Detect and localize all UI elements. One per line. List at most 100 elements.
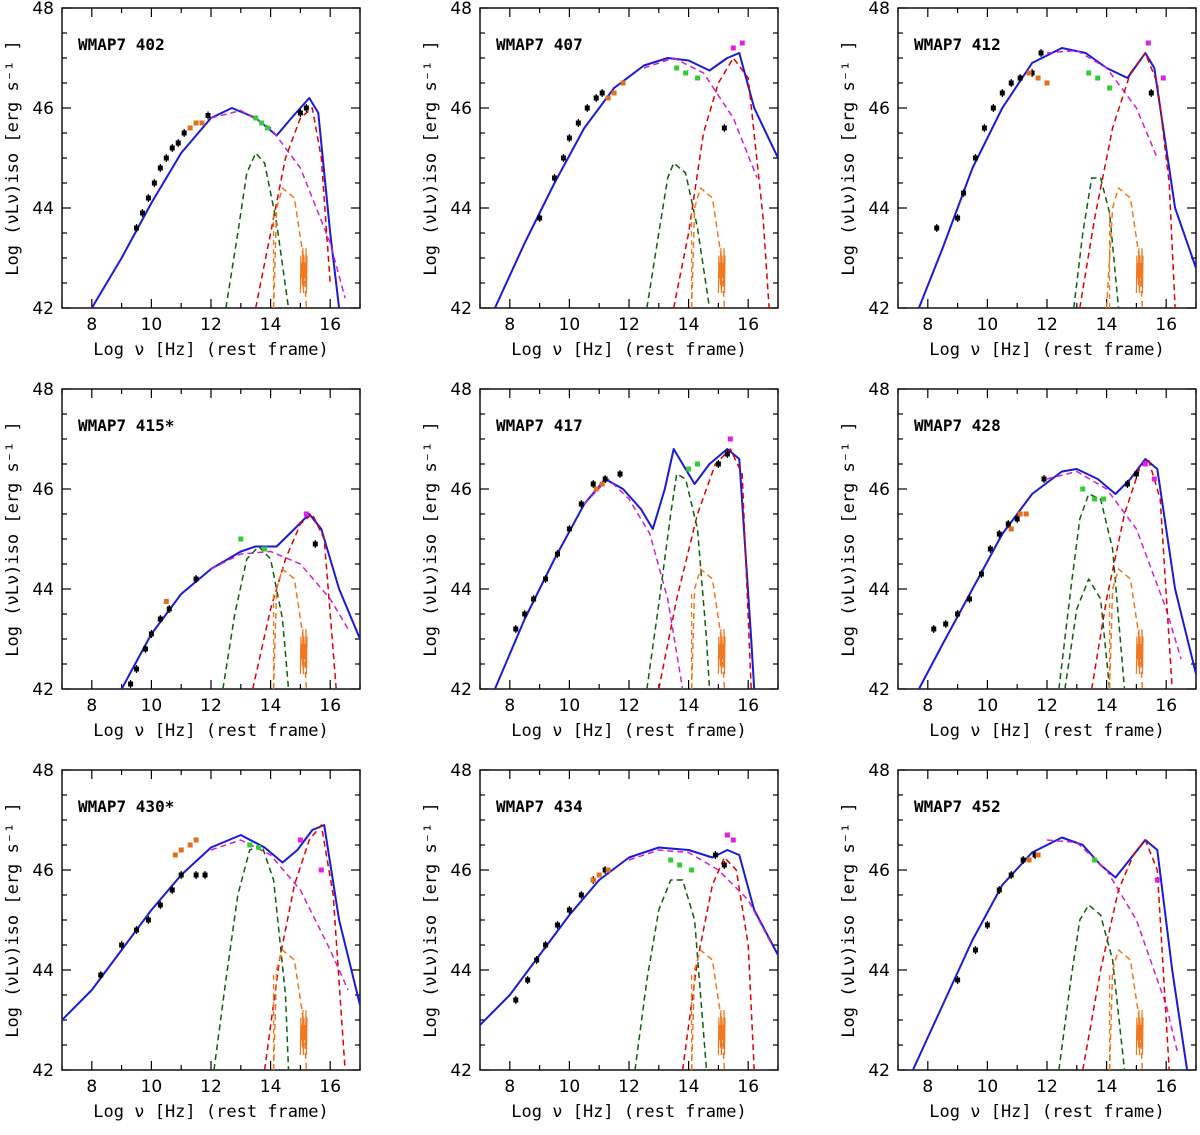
y-tick-label: 42 xyxy=(32,1061,54,1081)
torus-curve xyxy=(1058,493,1126,689)
ir-point xyxy=(683,70,689,76)
panel-title: WMAP7 434 xyxy=(496,797,583,816)
x-tick-label: 16 xyxy=(737,315,759,335)
y-tick-label: 48 xyxy=(32,761,54,781)
synchrotron-curve xyxy=(1046,839,1179,1056)
x-axis-label: Log ν [Hz] (rest frame) xyxy=(93,1102,328,1122)
y-tick-label: 46 xyxy=(450,861,472,881)
data-point xyxy=(990,105,996,111)
data-point xyxy=(531,596,537,602)
optical-point xyxy=(593,486,599,492)
accretion-disk-curve xyxy=(1108,949,1144,1070)
synchrotron-curve xyxy=(583,478,684,689)
panel-title: WMAP7 428 xyxy=(914,416,1001,435)
data-point xyxy=(721,862,727,868)
ir-point xyxy=(247,842,253,848)
data-point xyxy=(205,113,211,118)
data-point xyxy=(163,155,169,161)
accretion-disk-curve xyxy=(1108,568,1144,689)
x-tick-label: 12 xyxy=(1036,315,1058,335)
data-point xyxy=(578,892,584,898)
data-point xyxy=(981,125,987,131)
total-model-curve xyxy=(917,47,1196,308)
x-tick-label: 10 xyxy=(977,315,999,335)
x-tick-label: 14 xyxy=(678,315,700,335)
optical-point xyxy=(187,842,193,848)
ir-point xyxy=(1092,496,1098,502)
sed-panel-4: 8 10 12 14 16 42 44 46 48 Log ν [Hz] (rest frame)… xyxy=(3,380,361,741)
x-tick-label: 16 xyxy=(737,696,759,716)
uv-point xyxy=(318,867,324,873)
x-tick-label: 12 xyxy=(618,1077,640,1097)
ir-point xyxy=(1092,857,1098,863)
x-tick-label: 16 xyxy=(319,696,341,716)
torus-curve xyxy=(646,473,711,689)
data-point xyxy=(999,90,1005,96)
ir-point xyxy=(674,65,680,71)
ir-point xyxy=(695,461,701,467)
panel-title: WMAP7 417 xyxy=(496,416,583,435)
ir-point xyxy=(677,862,683,868)
data-point xyxy=(978,571,984,577)
data-point xyxy=(534,957,540,963)
x-tick-label: 10 xyxy=(559,1077,581,1097)
accretion-disk-curve xyxy=(272,187,308,308)
series-group xyxy=(918,458,1196,689)
data-point xyxy=(142,646,148,652)
optical-point xyxy=(1026,857,1032,863)
panel-title: WMAP7 402 xyxy=(78,35,165,54)
data-point xyxy=(1014,516,1020,522)
optical-point xyxy=(1023,511,1029,517)
x-tick-label: 8 xyxy=(86,315,97,335)
data-point xyxy=(934,225,940,231)
data-point xyxy=(560,155,566,161)
data-point xyxy=(1029,70,1035,76)
uv-point xyxy=(1154,877,1160,883)
torus-curve xyxy=(213,844,290,1070)
y-tick-label: 48 xyxy=(450,380,472,400)
disk-noise-curve xyxy=(299,1009,308,1056)
x-tick-label: 14 xyxy=(678,1077,700,1097)
ir-point xyxy=(695,75,701,81)
data-point xyxy=(578,501,584,507)
data-point xyxy=(169,145,175,151)
uv-point xyxy=(1145,40,1151,46)
y-tick-label: 46 xyxy=(868,480,890,500)
disk-noise-curve xyxy=(1135,247,1144,294)
x-tick-label: 10 xyxy=(141,1077,163,1097)
x-tick-label: 12 xyxy=(618,315,640,335)
uv-point xyxy=(724,832,730,838)
data-point xyxy=(134,666,139,672)
y-tick-label: 42 xyxy=(32,299,54,319)
data-point xyxy=(1008,80,1014,86)
y-tick-label: 44 xyxy=(32,580,54,600)
panel-title: WMAP7 412 xyxy=(914,35,1001,54)
y-tick-label: 44 xyxy=(32,199,54,219)
data-point xyxy=(157,616,163,622)
data-point xyxy=(303,105,309,111)
x-tick-label: 10 xyxy=(977,1077,999,1097)
y-tick-label: 44 xyxy=(868,199,890,219)
ir-point xyxy=(262,546,268,552)
ir-point xyxy=(265,125,271,131)
y-tick-label: 42 xyxy=(32,680,54,700)
optical-point xyxy=(596,872,602,878)
ir-point xyxy=(259,120,265,126)
optical-point xyxy=(187,125,193,131)
data-point xyxy=(955,215,961,221)
y-tick-label: 44 xyxy=(450,199,472,219)
x-tick-label: 8 xyxy=(922,696,933,716)
y-tick-label: 46 xyxy=(32,480,54,500)
data-point xyxy=(312,541,318,547)
data-point xyxy=(181,130,187,136)
x-axis-label: Log ν [Hz] (rest frame) xyxy=(929,1102,1164,1122)
data-point xyxy=(943,621,949,627)
total-model-curve xyxy=(493,448,756,689)
data-point xyxy=(148,631,154,637)
y-tick-label: 46 xyxy=(450,480,472,500)
data-point xyxy=(996,887,1002,893)
data-point xyxy=(543,942,549,948)
optical-point xyxy=(193,837,199,843)
y-axis-label: Log (νLν)iso [erg s⁻¹ ] xyxy=(3,421,23,656)
